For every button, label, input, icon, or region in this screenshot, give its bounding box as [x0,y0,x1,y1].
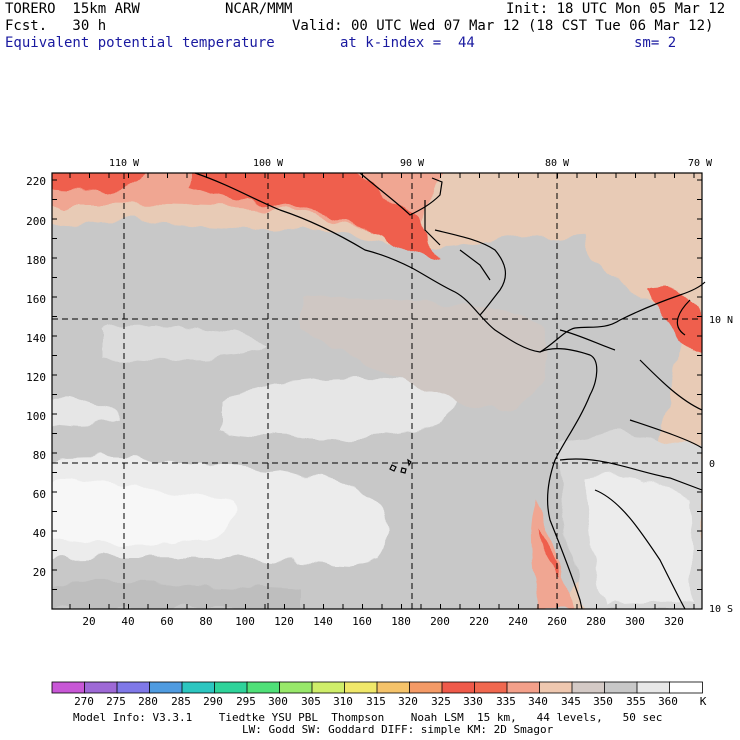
colorbar-swatch [246,681,281,694]
x-tick-label: 220 [469,615,489,628]
y-tick-label: 120 [26,371,46,384]
latlon-grid [52,173,702,609]
colorbar-swatch [51,681,86,694]
organization: NCAR/MMM [225,1,293,17]
x-tick-label: 160 [352,615,372,628]
colorbar-swatch [441,681,476,694]
x-tick-label: 240 [508,615,528,628]
colorbar-label: 330 [463,695,483,708]
colorbar-swatch [116,681,151,694]
x-tick-label: 20 [82,615,95,628]
y-tick-label: 140 [26,332,46,345]
colorbar-swatch [506,681,541,694]
x-tick-label: 80 [199,615,212,628]
smoothing: sm= 2 [634,35,677,51]
colorbar-swatch [636,681,671,694]
colorbar-label: 345 [561,695,581,708]
colorbar-label: 360 [658,695,678,708]
colorbar-swatch [149,681,183,694]
valid-time: Valid: 00 UTC Wed 07 Mar 12 (18 CST Tue … [292,18,714,34]
colorbar-swatch [409,681,443,694]
colorbar-label: 315 [366,695,386,708]
y-tick-label: 60 [33,488,46,501]
colorbar-swatch [214,681,248,694]
colorbar-swatch [84,681,118,694]
lon-label-70w: 70 W [688,158,713,169]
colorbar-swatch [474,681,508,694]
colorbar-label: 340 [528,695,548,708]
colorbar-swatch [669,681,703,694]
x-tick-label: 260 [547,615,567,628]
colorbar-label: 350 [593,695,613,708]
theta-e-field [52,173,702,609]
colorbar-label: 295 [236,695,256,708]
colorbar-label: 290 [203,695,223,708]
colorbar-unit: K [700,695,707,708]
level-index: at k-index = 44 [340,35,475,51]
colorbar-label: 275 [106,695,126,708]
colorbar-label: 280 [138,695,158,708]
x-tick-label: 320 [664,615,684,628]
colorbar-label: 310 [333,695,353,708]
colorbar-label: 305 [301,695,321,708]
forecast-hour: Fcst. 30 h [5,18,107,34]
x-tick-label: 180 [391,615,411,628]
y-tick-label: 160 [26,293,46,306]
colorbar-swatch [344,681,378,694]
colorbar-label: 355 [626,695,646,708]
colorbar-swatch [311,681,346,694]
y-tick-label: 180 [26,254,46,267]
y-tick-label: 20 [33,566,46,579]
lat-label-10s: 10 S [709,604,733,615]
lon-label-100w: 100 W [253,158,284,169]
axis-ticks [52,173,702,609]
colorbar-label: 335 [496,695,516,708]
x-tick-label: 60 [160,615,173,628]
model-info: Model Info: V3.3.1 Tiedtke YSU PBL Thomp… [73,711,663,724]
init-time: Init: 18 UTC Mon 05 Mar 12 [506,1,726,17]
x-tick-label: 120 [274,615,294,628]
lon-label-90w: 90 W [400,158,425,169]
lat-label-0: 0 [709,459,715,470]
coastlines [194,172,706,610]
x-tick-label: 100 [235,615,255,628]
colorbar-label: 320 [398,695,418,708]
x-tick-label: 200 [430,615,450,628]
colorbar-swatch [279,681,313,694]
y-tick-label: 200 [26,215,46,228]
colorbar-label: 270 [74,695,94,708]
plot-frame [51,172,703,610]
y-tick-label: 220 [26,175,46,188]
colorbar-label: 285 [171,695,191,708]
colorbar-label: 325 [431,695,451,708]
colorbar-label: 300 [268,695,288,708]
y-tick-label: 80 [33,449,46,462]
colorbar-swatch [376,681,411,694]
lon-label-110w: 110 W [109,158,140,169]
model-name: TORERO 15km ARW [5,1,140,17]
colorbar-swatch [604,681,638,694]
field-name: Equivalent potential temperature [5,35,275,51]
colorbar-swatch [181,681,216,694]
physics-info: LW: Godd SW: Goddard DIFF: simple KM: 2D… [242,723,554,736]
x-tick-label: 40 [121,615,134,628]
y-tick-label: 40 [33,527,46,540]
x-tick-label: 280 [586,615,606,628]
colorbar-swatch [539,681,573,694]
x-tick-label: 300 [625,615,645,628]
colorbar-swatch [571,681,606,694]
colorbar [51,681,703,694]
lat-label-10n: 10 N [709,315,733,326]
lon-label-80w: 80 W [545,158,570,169]
x-tick-label: 140 [313,615,333,628]
y-tick-label: 100 [26,410,46,423]
